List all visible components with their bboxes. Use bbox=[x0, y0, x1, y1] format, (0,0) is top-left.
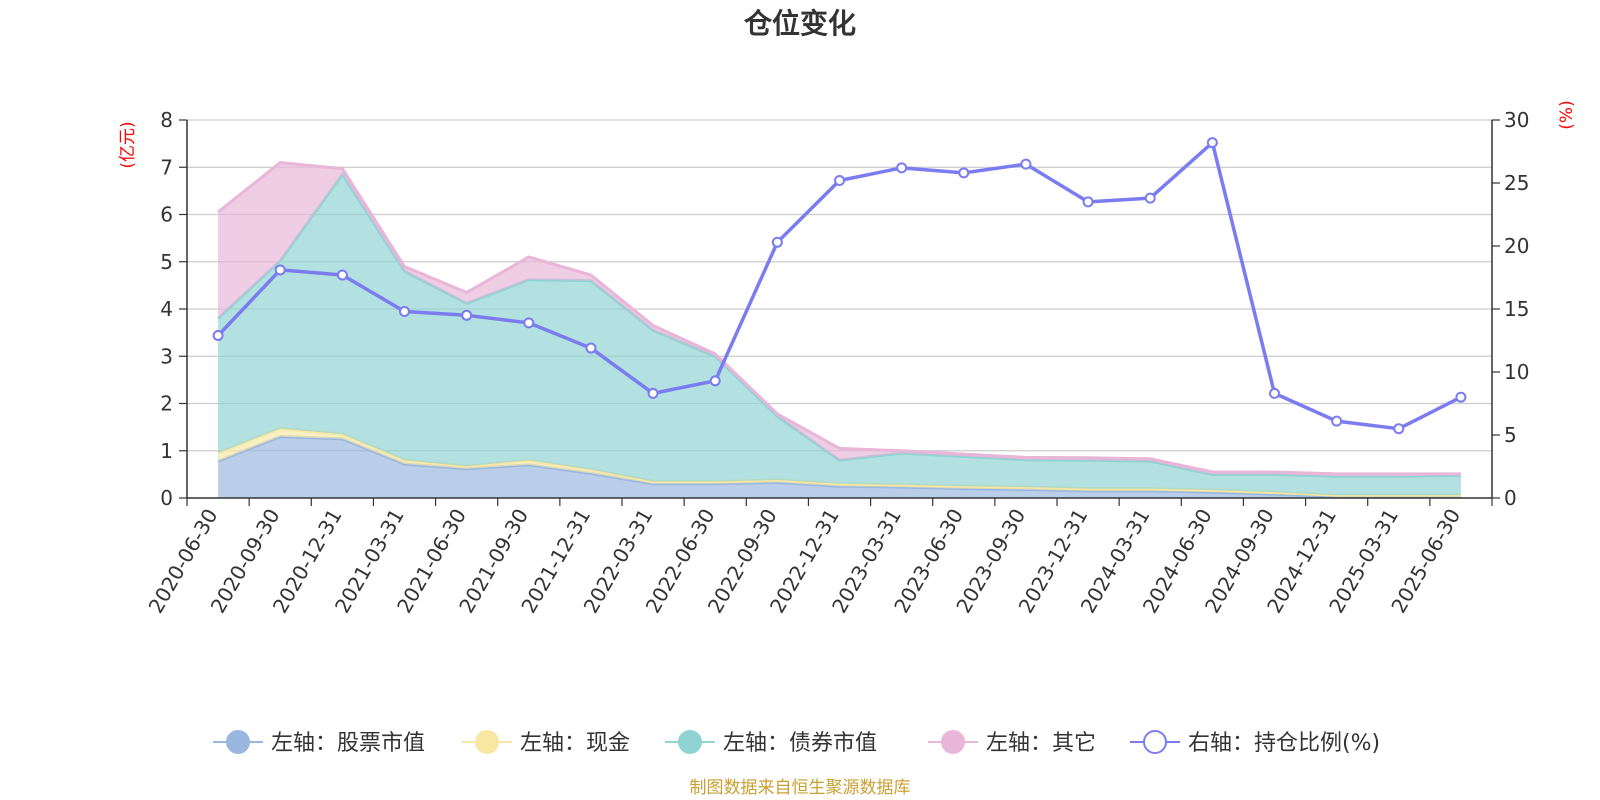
legend-label-stock: 左轴：股票市值 bbox=[271, 731, 425, 756]
left-tick-label: 8 bbox=[160, 108, 173, 132]
left-tick-label: 3 bbox=[160, 344, 173, 368]
legend-label-cash: 左轴：现金 bbox=[520, 731, 630, 756]
area-edge-other bbox=[217, 160, 1461, 476]
legend-marker-bond bbox=[678, 730, 702, 754]
left-tick-label: 1 bbox=[160, 439, 173, 463]
ratio-point bbox=[834, 174, 845, 186]
ratio-point bbox=[1020, 158, 1032, 170]
left-tick-label: 2 bbox=[160, 392, 173, 416]
legend-label-bond: 左轴：债券市值 bbox=[723, 731, 877, 756]
legend-marker-stock bbox=[226, 730, 250, 754]
ratio-point bbox=[461, 309, 473, 321]
ratio-point bbox=[647, 387, 659, 399]
left-tick-label: 4 bbox=[160, 297, 173, 321]
legend-marker-ratio bbox=[1143, 730, 1167, 754]
area-bond bbox=[218, 174, 1461, 496]
ratio-point bbox=[1331, 415, 1343, 427]
right-tick-label: 20 bbox=[1504, 234, 1529, 258]
right-tick-label: 25 bbox=[1504, 171, 1529, 195]
right-axis-unit: (%) bbox=[1557, 100, 1577, 129]
data-source-note: 制图数据来自恒生聚源数据库 bbox=[690, 778, 911, 798]
ratio-point bbox=[709, 375, 721, 387]
ratio-line-layer bbox=[212, 137, 1467, 435]
legend-marker-cash bbox=[475, 730, 499, 754]
ratio-point bbox=[274, 264, 286, 276]
right-tick-label: 30 bbox=[1504, 108, 1529, 132]
right-tick-label: 15 bbox=[1504, 297, 1529, 321]
ratio-point bbox=[336, 269, 348, 281]
legend-label-ratio: 右轴：持仓比例(%) bbox=[1188, 731, 1380, 756]
ratio-point bbox=[212, 329, 224, 341]
chart-title: 仓位变化 bbox=[744, 7, 856, 40]
left-tick-label: 0 bbox=[160, 486, 173, 510]
ratio-point bbox=[1455, 391, 1467, 403]
right-tick-label: 10 bbox=[1504, 360, 1529, 384]
left-tick-label: 6 bbox=[160, 203, 173, 227]
legend: 左轴：股票市值 左轴：现金 左轴：债券市值 左轴：其它 右轴：持仓比例(%) bbox=[213, 730, 1380, 756]
ratio-point bbox=[1082, 196, 1094, 208]
ratio-point bbox=[399, 306, 410, 318]
legend-marker-other bbox=[941, 730, 965, 754]
right-tick-label: 0 bbox=[1504, 486, 1517, 510]
legend-label-other: 左轴：其它 bbox=[986, 731, 1096, 756]
right-tick-label: 5 bbox=[1504, 423, 1517, 447]
left-tick-label: 7 bbox=[160, 155, 173, 179]
ratio-point bbox=[523, 317, 535, 329]
stacked-areas bbox=[217, 160, 1461, 499]
ratio-point bbox=[1206, 137, 1218, 149]
ratio-point bbox=[1269, 387, 1280, 399]
ratio-point bbox=[958, 167, 970, 179]
ratio-point bbox=[896, 162, 908, 174]
left-axis-unit: (亿元) bbox=[118, 121, 138, 168]
ratio-point bbox=[771, 236, 783, 248]
ratio-point bbox=[1393, 423, 1405, 435]
area-stock bbox=[218, 436, 1461, 498]
ratio-point bbox=[585, 342, 597, 354]
ratio-point bbox=[1144, 192, 1156, 204]
left-tick-label: 5 bbox=[160, 250, 173, 274]
